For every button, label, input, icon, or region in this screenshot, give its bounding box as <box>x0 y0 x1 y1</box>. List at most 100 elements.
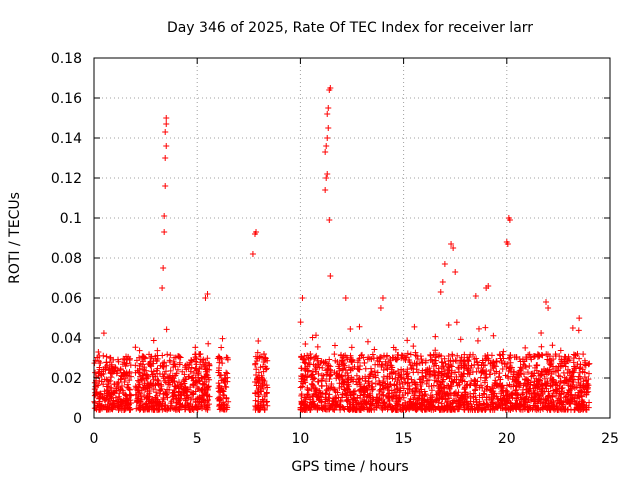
data-point <box>575 389 582 396</box>
data-point <box>549 382 556 389</box>
data-point <box>190 381 197 388</box>
data-point <box>307 406 314 413</box>
data-point <box>162 183 169 189</box>
data-point <box>499 366 506 373</box>
data-point <box>193 361 200 368</box>
data-point <box>462 384 469 391</box>
data-point <box>340 378 347 385</box>
data-point <box>432 333 439 340</box>
data-point <box>513 397 520 404</box>
data-point <box>567 392 574 399</box>
data-point <box>489 399 496 406</box>
data-point <box>326 217 333 223</box>
data-point <box>156 386 163 393</box>
data-point <box>522 395 529 402</box>
data-point <box>302 396 309 403</box>
data-point <box>98 370 105 377</box>
data-point <box>452 357 459 364</box>
data-point <box>507 399 514 406</box>
data-point <box>569 382 576 389</box>
data-point <box>534 362 541 369</box>
data-point <box>540 382 547 389</box>
data-point <box>159 371 166 378</box>
data-point <box>371 406 378 413</box>
data-point <box>431 377 438 384</box>
data-point <box>525 379 532 386</box>
data-point <box>99 405 106 412</box>
data-point <box>530 390 537 397</box>
data-point <box>304 384 311 391</box>
data-point <box>460 401 467 408</box>
data-point <box>163 326 170 333</box>
data-point <box>498 383 505 390</box>
data-point <box>444 391 451 398</box>
data-point <box>412 406 419 413</box>
data-point <box>103 376 110 383</box>
data-point <box>309 398 316 405</box>
x-tick-label: 15 <box>395 431 413 447</box>
data-point <box>577 361 584 368</box>
data-point <box>360 391 367 398</box>
data-point <box>314 393 321 400</box>
data-point <box>536 395 543 402</box>
data-point <box>411 392 418 399</box>
data-point <box>538 330 545 337</box>
data-point <box>104 388 111 395</box>
data-point <box>107 393 114 400</box>
data-point <box>503 387 510 394</box>
data-point <box>186 361 193 368</box>
data-point <box>184 400 191 407</box>
data-point <box>181 371 188 378</box>
data-point <box>298 365 305 372</box>
data-point <box>342 295 349 301</box>
data-point <box>556 353 563 360</box>
data-point <box>471 406 478 413</box>
data-point <box>122 391 129 398</box>
data-point <box>545 305 552 311</box>
data-point <box>255 337 262 344</box>
data-point <box>416 376 423 383</box>
data-point <box>146 351 153 358</box>
data-point <box>495 374 502 381</box>
data-point <box>463 365 470 372</box>
data-point <box>220 405 227 412</box>
data-point <box>446 395 453 402</box>
data-point <box>372 372 379 379</box>
data-point <box>530 402 537 409</box>
data-point <box>258 383 265 390</box>
data-point <box>193 355 200 362</box>
data-point <box>461 351 468 358</box>
data-point <box>392 376 399 383</box>
data-point <box>323 175 330 181</box>
data-point <box>376 380 383 387</box>
data-point <box>480 405 487 412</box>
data-point <box>365 354 372 361</box>
data-point <box>216 383 223 390</box>
data-point <box>483 386 490 393</box>
data-point <box>224 374 231 381</box>
data-point <box>311 391 318 398</box>
data-point <box>153 389 160 396</box>
data-point <box>522 362 529 369</box>
data-point <box>256 354 263 361</box>
data-point <box>403 371 410 378</box>
data-point <box>453 319 460 326</box>
data-point <box>216 401 223 408</box>
data-point <box>338 383 345 390</box>
data-point <box>380 391 387 398</box>
data-point <box>514 371 521 378</box>
data-point <box>173 399 180 406</box>
data-point <box>159 398 166 405</box>
data-point <box>478 370 485 377</box>
data-point <box>200 396 207 403</box>
data-point <box>465 406 472 413</box>
data-point <box>459 377 466 384</box>
data-point <box>334 389 341 396</box>
data-point <box>367 365 374 372</box>
data-point <box>113 385 120 392</box>
data-point <box>479 357 486 364</box>
data-point <box>205 401 212 408</box>
data-point <box>558 358 565 365</box>
x-tick-label: 0 <box>90 431 99 447</box>
data-point <box>150 376 157 383</box>
